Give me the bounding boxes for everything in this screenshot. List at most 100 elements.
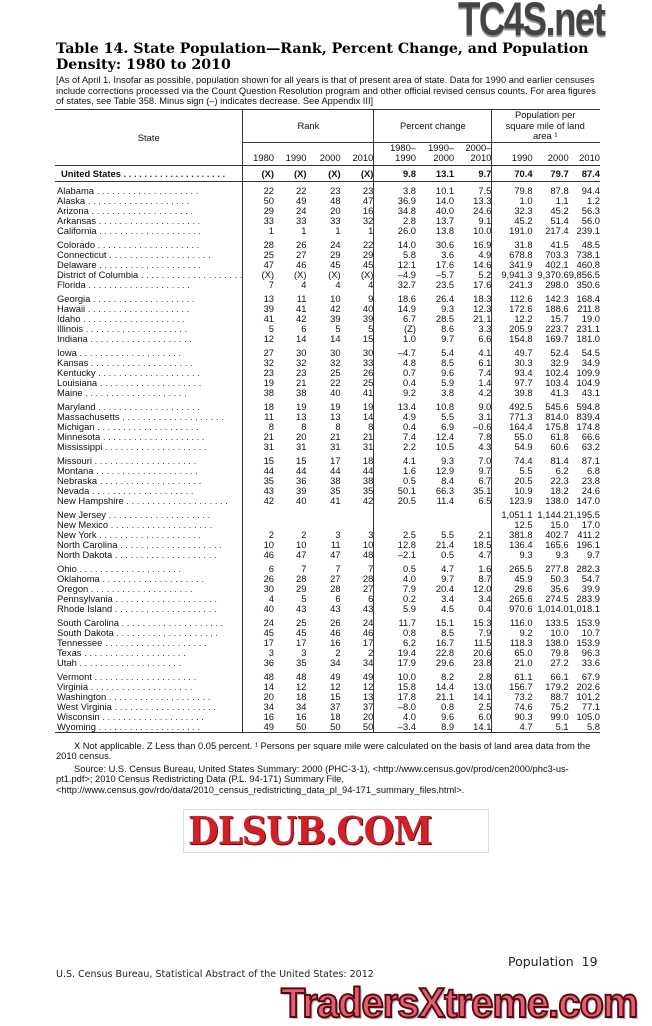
value-cell: 45 [340, 259, 375, 270]
value-cell: 15.7 [550, 313, 569, 324]
value-cell: 8 [301, 421, 307, 432]
value-cell: 87.4 [568, 165, 600, 182]
value-cell: 74.4 [514, 455, 533, 466]
value-cell: (X) [328, 269, 341, 280]
value-cell: 8.4 [441, 475, 455, 486]
value-cell: 40 [263, 603, 275, 614]
value-cell: 27.2 [550, 657, 569, 668]
value-cell: 181.0 [576, 333, 600, 344]
value-cell: 18.3 [454, 293, 493, 304]
value-cell: 23.8 [454, 657, 493, 668]
value-cell: 138.0 [545, 495, 569, 506]
state-name: Georgia [57, 293, 91, 304]
state-name: North Carolina [57, 539, 118, 550]
value-cell: 30 [340, 347, 375, 358]
value-cell: 8.7 [454, 573, 493, 584]
value-cell: 22 [263, 185, 275, 196]
value-cell: –0.6 [454, 421, 493, 432]
value-cell: 8 [268, 421, 275, 432]
value-cell: 2 [335, 647, 341, 658]
value-cell: 5 [268, 323, 275, 334]
headnote: [As of April 1. Insofar as possible, pop… [56, 75, 596, 107]
state-cell: Nevada . . . . . . . . . . . . . . . . .… [55, 485, 244, 496]
table-row: Nebraska . . . . . . . . . . . . . . . .… [55, 475, 600, 486]
value-cell: 17.6 [435, 259, 455, 270]
value-cell: 23 [340, 185, 375, 196]
value-cell: 4 [268, 593, 275, 604]
leader-dots: . . . . . . . . . . . . . . . . . . . . [88, 681, 193, 692]
state-cell: South Carolina . . . . . . . . . . . . .… [55, 617, 244, 628]
value-cell: 22 [340, 239, 375, 250]
value-cell: 32 [340, 215, 375, 226]
value-cell: 341.9 [509, 259, 533, 270]
table-row: Arkansas . . . . . . . . . . . . . . . .… [55, 215, 600, 226]
watermark-dlsub-text: DLSUB.COM [188, 808, 433, 854]
value-cell: 14 [330, 333, 341, 344]
value-cell: 35 [340, 485, 375, 496]
value-cell [306, 520, 340, 530]
group-spacer [55, 451, 600, 456]
value-cell: 25 [330, 367, 341, 378]
value-cell: 1,051.1 [501, 509, 533, 520]
value-cell: 47 [340, 195, 375, 206]
value-cell: 24 [330, 239, 341, 250]
value-cell: 5.1 [532, 721, 569, 733]
value-cell: 45 [296, 627, 307, 638]
value-cell: 6.9 [441, 421, 455, 432]
value-cell: 9,856.5 [568, 269, 600, 280]
value-cell: 31 [340, 441, 375, 452]
leader-dots: . . . . . . . . . . . . . . . . . . . . [83, 323, 188, 334]
state-cell: Arkansas . . . . . . . . . . . . . . . .… [55, 215, 244, 226]
value-cell: 6 [335, 593, 341, 604]
value-cell: 17 [296, 637, 307, 648]
state-name: New Hampshire [57, 495, 124, 506]
value-cell: 21.4 [435, 539, 455, 550]
value-cell: 19 [330, 401, 341, 412]
value-cell: 6 [301, 323, 307, 334]
group-header-percent-change: Percent change [373, 109, 493, 143]
state-name: Texas [57, 647, 82, 658]
value-cell: 29.6 [514, 583, 533, 594]
value-cell: 188.6 [545, 303, 569, 314]
table-row: Oklahoma . . . . . . . . . . . . . . . .… [55, 573, 600, 584]
group-spacer [55, 613, 600, 618]
value-cell: 31 [263, 441, 275, 452]
value-cell: 12 [340, 681, 375, 692]
state-cell: Missouri . . . . . . . . . . . . . . . .… [55, 455, 244, 466]
value-cell: 1,144.2 [537, 509, 569, 520]
table-row: Oregon . . . . . . . . . . . . . . . . .… [55, 583, 600, 594]
value-cell: 79.8 [550, 647, 569, 658]
value-cell: 31 [330, 441, 341, 452]
value-cell: 21.1 [435, 691, 455, 702]
value-cell: 10.1 [435, 185, 455, 196]
value-cell: 103.4 [545, 377, 569, 388]
value-cell: 43 [330, 603, 341, 614]
table-row: Utah . . . . . . . . . . . . . . . . . .… [55, 657, 600, 668]
state-name: Virginia [57, 681, 89, 692]
value-cell [416, 520, 454, 530]
value-cell: 67.9 [581, 671, 600, 682]
value-cell: 205.9 [509, 323, 533, 334]
value-cell: 7.9 [402, 583, 417, 594]
value-cell: 16 [340, 205, 375, 216]
leader-dots: . . . . . . . . . . . . . . . . . . . . [138, 269, 243, 280]
value-cell: 9.7 [586, 549, 600, 560]
value-cell: 37 [330, 701, 341, 712]
value-cell: 350.6 [576, 279, 600, 290]
state-cell: Minnesota . . . . . . . . . . . . . . . … [55, 431, 244, 442]
value-cell: 40 [296, 495, 307, 506]
table-row: North Dakota . . . . . . . . . . . . . .… [55, 549, 600, 560]
value-cell: 48 [330, 195, 341, 206]
value-cell: 22 [330, 377, 341, 388]
value-cell: 18 [340, 455, 375, 466]
value-cell: 45.2 [514, 215, 533, 226]
column-header: 1990 [491, 142, 533, 166]
value-cell: 11 [264, 411, 275, 422]
value-cell: 8.6 [441, 323, 455, 334]
value-cell: 11 [330, 539, 341, 550]
table-row: South Carolina . . . . . . . . . . . . .… [55, 617, 600, 628]
value-cell: 30.6 [435, 239, 455, 250]
value-cell: 39 [330, 313, 341, 324]
state-name: Alaska [57, 195, 86, 206]
value-cell: 6.0 [454, 711, 493, 722]
